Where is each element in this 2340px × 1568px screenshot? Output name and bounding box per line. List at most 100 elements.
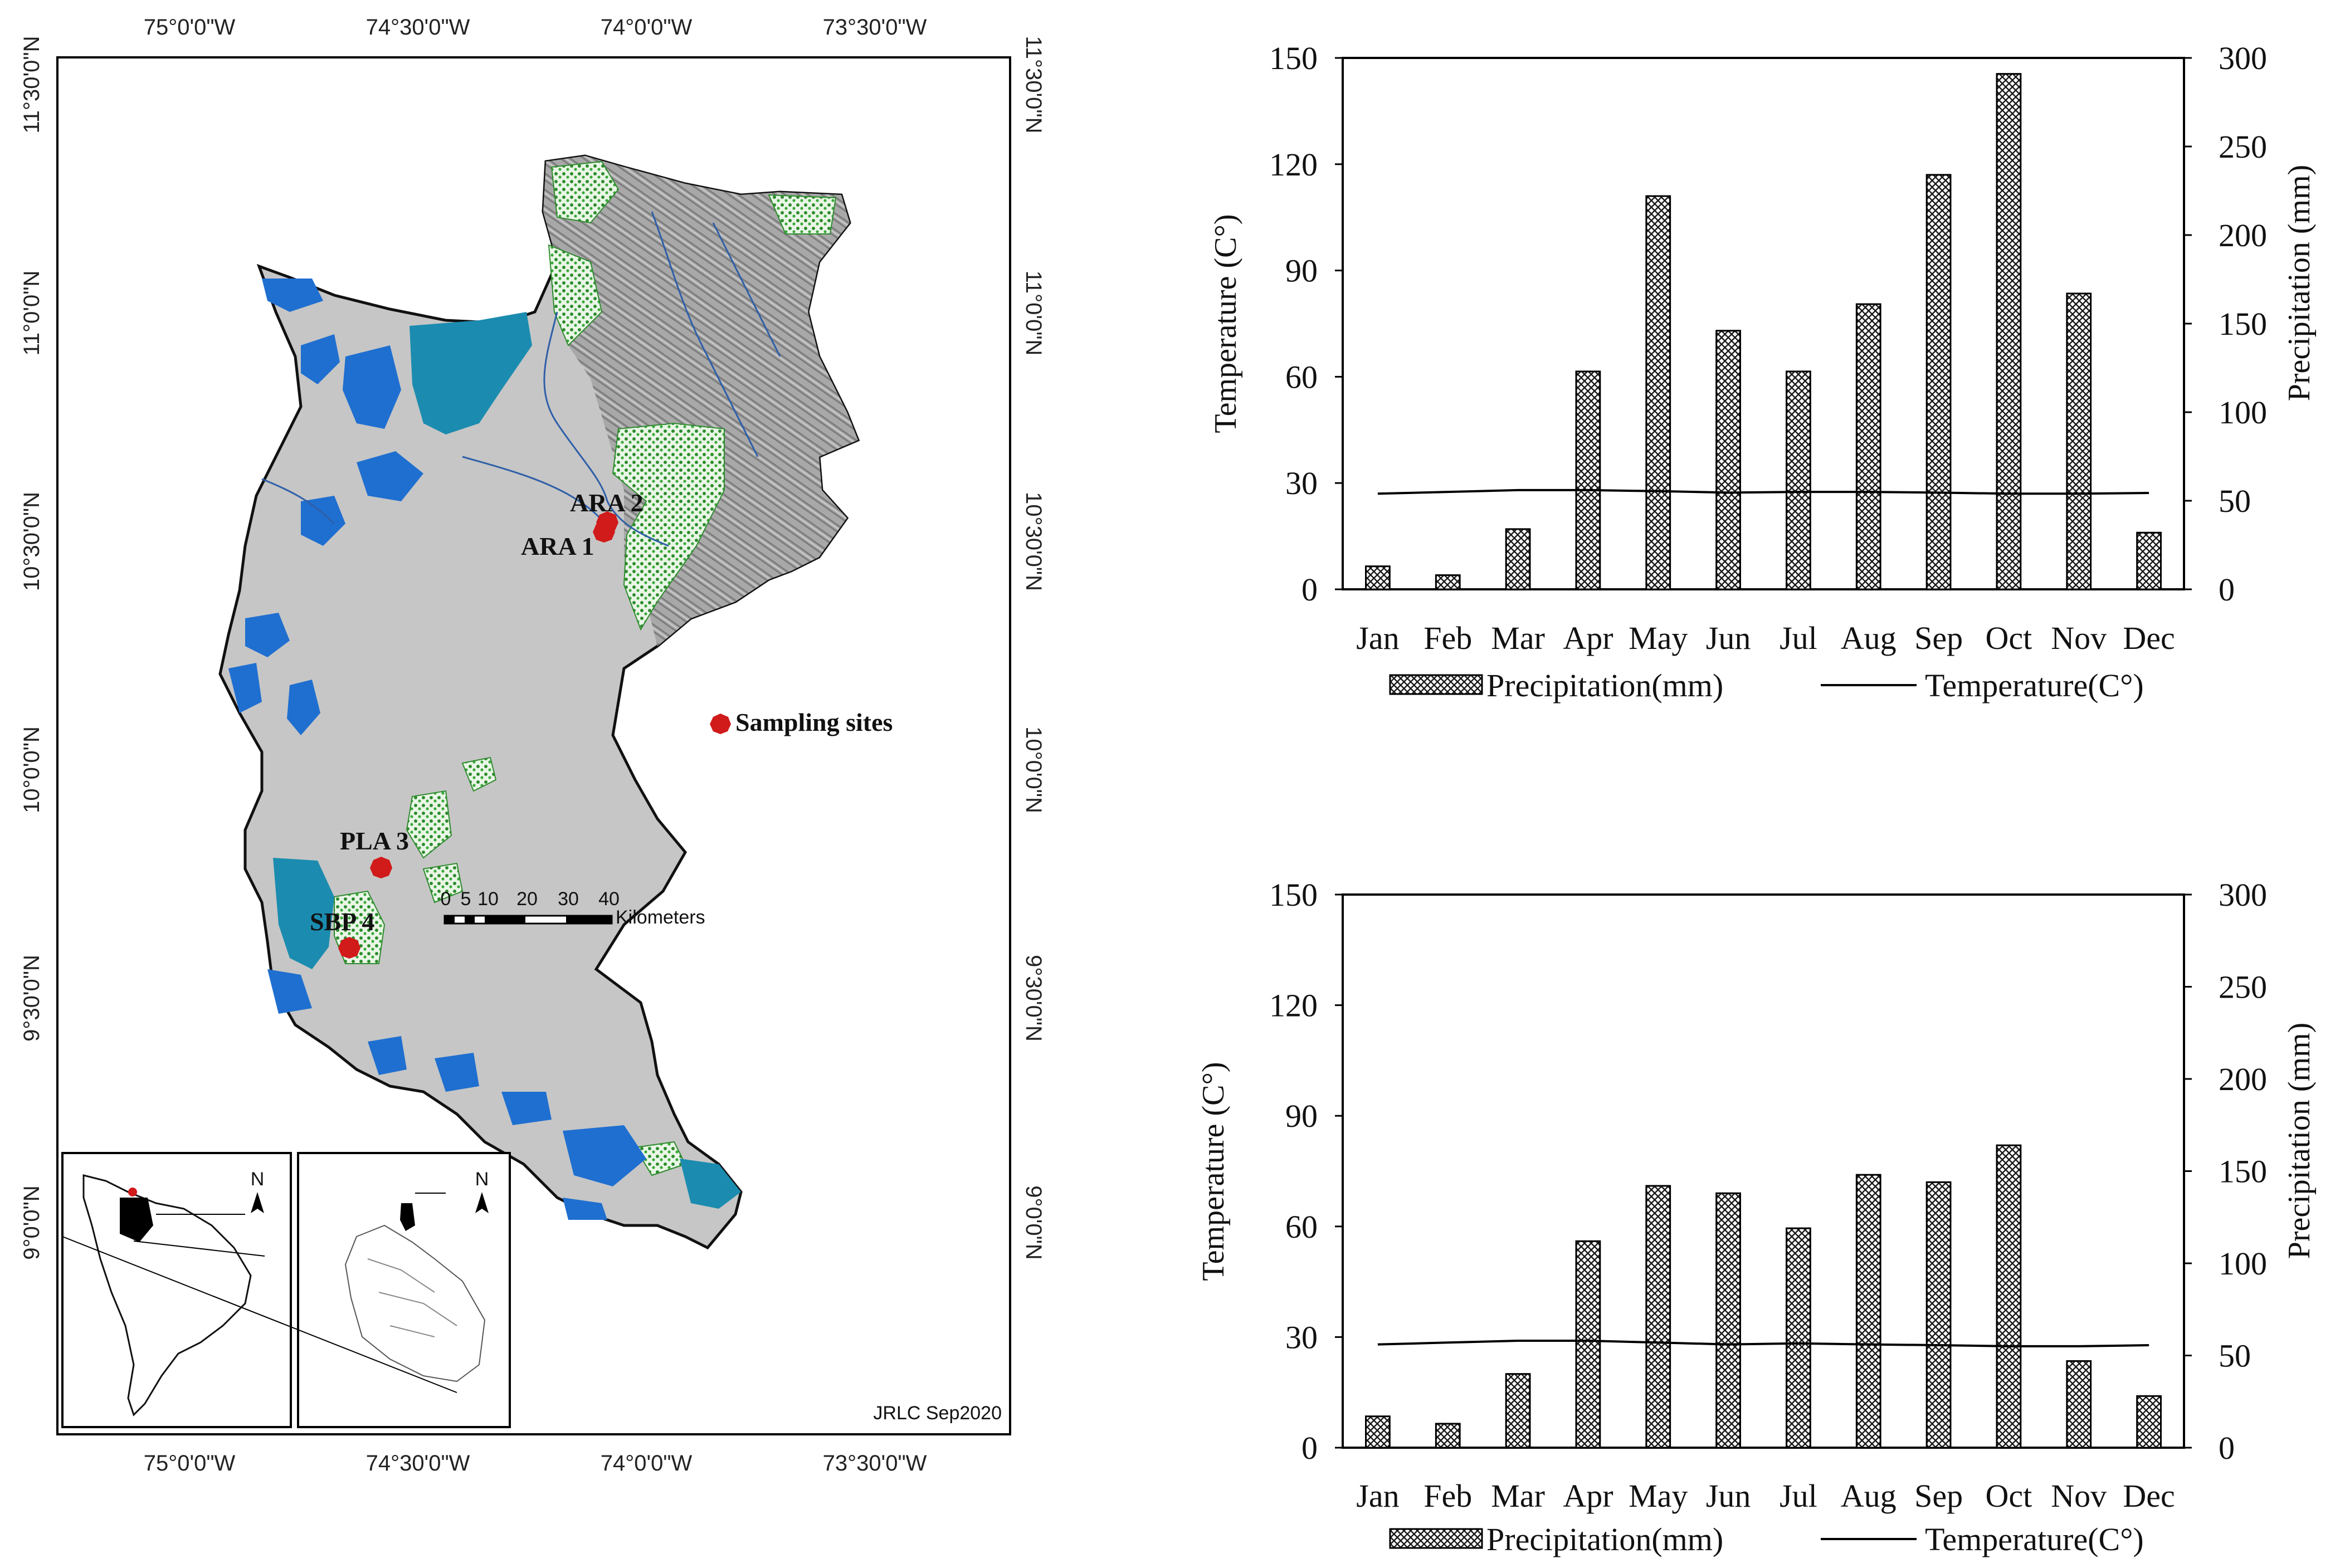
precip-bar bbox=[1996, 1144, 2022, 1449]
x-tick-label: May bbox=[1629, 1478, 1688, 1514]
x-tick-label: Oct bbox=[1986, 620, 2032, 656]
y2-tick-label: 100 bbox=[2219, 1245, 2267, 1282]
precip-bar bbox=[1575, 370, 1601, 590]
temperature-line bbox=[1377, 489, 2149, 495]
scale-number: 40 bbox=[598, 888, 620, 910]
precip-bar bbox=[1925, 174, 1952, 590]
site-marker-pla3 bbox=[370, 857, 392, 878]
lat-label-left: 11°30'0"N bbox=[20, 36, 44, 134]
y2-axis-title: Precipitation (mm) bbox=[2282, 165, 2317, 402]
y-tick-label: 120 bbox=[1269, 146, 1318, 183]
y2-tick-label: 200 bbox=[2219, 1061, 2267, 1097]
y2-tick-label: 100 bbox=[2219, 394, 2267, 431]
lon-label-top: 73°30'0"W bbox=[823, 15, 927, 40]
lat-label-left: 9°0'0"N bbox=[20, 1185, 44, 1259]
relief-area bbox=[543, 156, 858, 646]
y2-tick-label: 300 bbox=[2219, 877, 2267, 913]
x-tick-label: Nov bbox=[2051, 1478, 2107, 1514]
precip-bar bbox=[1645, 195, 1671, 590]
legend-temp-label: Temperature(C°) bbox=[1925, 1521, 2144, 1557]
scale-unit: Kilometers bbox=[616, 907, 705, 928]
precip-bar bbox=[1365, 1415, 1391, 1449]
site-label-sbp4: SBP 4 bbox=[310, 907, 374, 936]
lon-label-top: 75°0'0"W bbox=[144, 15, 236, 40]
water-body bbox=[563, 1198, 607, 1220]
x-tick-label: Dec bbox=[2123, 1478, 2175, 1514]
water-body bbox=[343, 345, 401, 429]
x-tick-labels: Jan Feb Mar Apr May Jun Jul Aug Sep Oct Nov Dec bbox=[1356, 1478, 2175, 1514]
inset-location-marker bbox=[128, 1188, 137, 1196]
x-tick-label: Jun bbox=[1706, 620, 1751, 656]
study-area-fill bbox=[400, 1203, 415, 1231]
water-body bbox=[301, 334, 340, 384]
x-tick-label: Aug bbox=[1841, 620, 1897, 656]
colombia-fill bbox=[120, 1198, 153, 1242]
water-body bbox=[267, 969, 312, 1014]
x-tick-label: Mar bbox=[1491, 1478, 1545, 1514]
chart-bottom: 0 30 60 90 120 150 0 50 100 150 200 250 300 Jan Feb M… bbox=[1196, 877, 2317, 1557]
left-y-ticks: 0 30 60 90 120 150 bbox=[1269, 877, 1343, 1466]
lon-label-bottom: 74°0'0"W bbox=[601, 1451, 693, 1476]
north-arrow-icon bbox=[475, 1192, 489, 1213]
precipitation-bars bbox=[1365, 1144, 2162, 1449]
precip-bar bbox=[1925, 1181, 1952, 1449]
water-body bbox=[680, 1159, 741, 1209]
scale-bar: 0 5 10 20 30 40 Kilometers bbox=[441, 888, 705, 928]
y-tick-label: 60 bbox=[1285, 1209, 1318, 1245]
water-body bbox=[287, 680, 320, 735]
water-body bbox=[368, 1036, 407, 1075]
lat-label-right: 11°0'0"N bbox=[1021, 271, 1046, 356]
forest-patch bbox=[612, 422, 725, 631]
y-axis-title: Temperature (C°) bbox=[1208, 214, 1243, 433]
scale-number: 5 bbox=[461, 888, 471, 910]
scale-number: 20 bbox=[516, 888, 538, 910]
y-axis-title: Temperature (C°) bbox=[1196, 1062, 1231, 1281]
water-body bbox=[435, 1053, 479, 1092]
river bbox=[261, 478, 335, 525]
y-tick-label: 30 bbox=[1285, 1319, 1318, 1355]
legend-site-label: Sampling sites bbox=[735, 708, 893, 736]
forest-patch bbox=[406, 790, 452, 859]
x-tick-label: May bbox=[1629, 620, 1688, 656]
precip-bar bbox=[2136, 1395, 2162, 1449]
right-y-ticks: 0 50 100 150 200 250 300 bbox=[2184, 40, 2267, 608]
precip-bar bbox=[1855, 303, 1881, 590]
x-tick-label: Aug bbox=[1841, 1478, 1897, 1514]
north-arrow-label: N bbox=[475, 1169, 489, 1190]
y-tick-label: 120 bbox=[1269, 988, 1318, 1024]
y2-tick-label: 300 bbox=[2219, 40, 2267, 76]
plot-area-frame bbox=[1342, 893, 2185, 1449]
river bbox=[543, 311, 669, 547]
site-marker-sbp4 bbox=[338, 937, 360, 959]
x-tick-label: Nov bbox=[2051, 620, 2107, 656]
precip-bar bbox=[2066, 292, 2092, 590]
forest-patch bbox=[461, 756, 497, 792]
scale-number: 30 bbox=[558, 888, 579, 910]
lat-label-left: 10°30'0"N bbox=[20, 492, 44, 591]
y2-tick-label: 150 bbox=[2219, 1154, 2267, 1190]
precip-bar bbox=[2066, 1360, 2092, 1449]
x-tick-label: Apr bbox=[1563, 1478, 1613, 1514]
north-arrow-icon bbox=[251, 1192, 264, 1213]
y2-tick-label: 50 bbox=[2219, 483, 2251, 519]
water-body bbox=[563, 1125, 646, 1186]
lon-label-top: 74°0'0"W bbox=[601, 15, 693, 40]
legend-precip-swatch bbox=[1389, 674, 1483, 695]
water-body bbox=[273, 858, 334, 969]
precip-bar bbox=[1715, 1192, 1741, 1449]
y-tick-label: 0 bbox=[1301, 571, 1318, 608]
river bbox=[651, 211, 759, 457]
water-body bbox=[301, 496, 345, 546]
water-body bbox=[262, 279, 323, 312]
site-marker-ara1 bbox=[593, 521, 615, 543]
temperature-line bbox=[1377, 1340, 2149, 1347]
forest-patch bbox=[422, 862, 464, 903]
legend-temp-label: Temperature(C°) bbox=[1925, 667, 2144, 704]
precip-bar bbox=[1575, 1240, 1601, 1449]
inset-colombia: N bbox=[62, 1152, 511, 1428]
y2-tick-label: 50 bbox=[2219, 1338, 2251, 1374]
y-tick-label: 150 bbox=[1269, 877, 1318, 913]
water-body bbox=[245, 613, 290, 657]
map-credit: JRLC Sep2020 bbox=[873, 1403, 1002, 1424]
precip-bar bbox=[1786, 370, 1811, 590]
